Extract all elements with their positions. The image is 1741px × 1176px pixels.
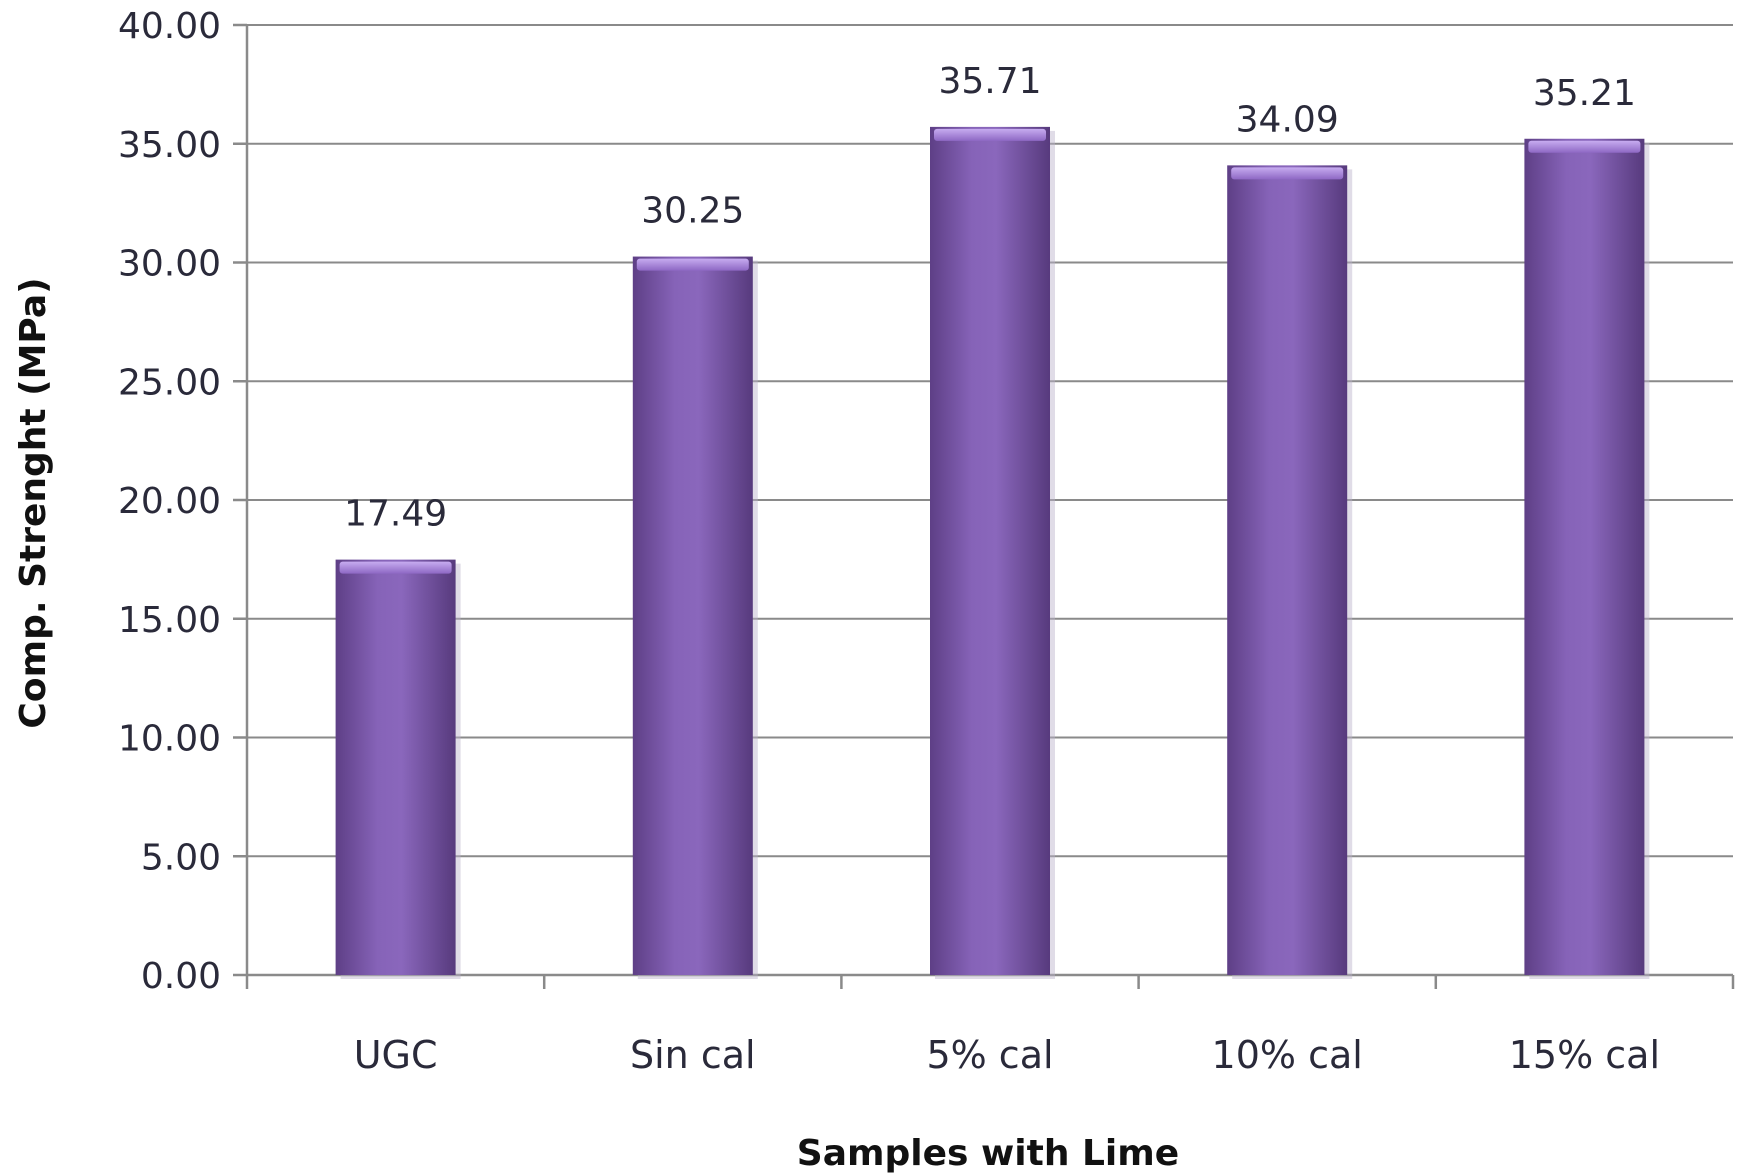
x-axis-title: Samples with Lime xyxy=(797,1133,1179,1174)
bar-highlight xyxy=(339,561,452,574)
bar-highlight xyxy=(934,128,1046,141)
bar-body xyxy=(1227,165,1348,976)
bar-highlight xyxy=(1528,140,1641,153)
bar-highlight xyxy=(1231,167,1344,180)
data-labels: 17.49 30.25 35.71 34.09 35.21 xyxy=(344,61,1636,535)
bar-highlight xyxy=(636,258,749,271)
bar xyxy=(1227,165,1353,980)
bar-body xyxy=(930,126,1050,975)
y-axis-ticks: 0.00 5.00 10.00 15.00 20.00 25.00 30.00 35.00 40… xyxy=(118,6,221,997)
bar-body xyxy=(1524,138,1645,975)
y-tick-label: 25.00 xyxy=(118,362,221,403)
bars xyxy=(335,126,1650,980)
y-tick-label: 10.00 xyxy=(118,719,221,760)
x-tick-label: 15% cal xyxy=(1509,1033,1660,1077)
data-label: 35.21 xyxy=(1533,73,1636,114)
bar xyxy=(930,126,1055,979)
data-label: 34.09 xyxy=(1236,99,1339,140)
y-tick-label: 5.00 xyxy=(141,837,221,878)
data-label: 30.25 xyxy=(641,191,744,232)
bar-body xyxy=(335,559,456,975)
y-tick-label: 30.00 xyxy=(118,244,221,285)
y-tick-label: 0.00 xyxy=(141,956,221,997)
y-tick-label: 20.00 xyxy=(118,481,221,522)
x-tick-label: 5% cal xyxy=(926,1033,1053,1077)
bar xyxy=(632,256,758,979)
y-tick-label: 40.00 xyxy=(118,6,221,47)
bar xyxy=(335,559,461,979)
data-label: 17.49 xyxy=(344,494,447,535)
y-axis-title: Comp. Strenght (MPa) xyxy=(13,277,54,728)
x-axis-ticks: UGC Sin cal 5% cal 10% cal 15% cal xyxy=(354,1033,1660,1077)
x-tick-label: UGC xyxy=(354,1033,438,1077)
bar xyxy=(1524,138,1650,979)
data-label: 35.71 xyxy=(938,61,1041,102)
axes xyxy=(233,23,1735,989)
y-tick-label: 15.00 xyxy=(118,600,221,641)
x-tick-label: 10% cal xyxy=(1212,1033,1363,1077)
x-tick-label: Sin cal xyxy=(630,1033,756,1077)
y-tick-label: 35.00 xyxy=(118,125,221,166)
bar-body xyxy=(632,256,753,975)
